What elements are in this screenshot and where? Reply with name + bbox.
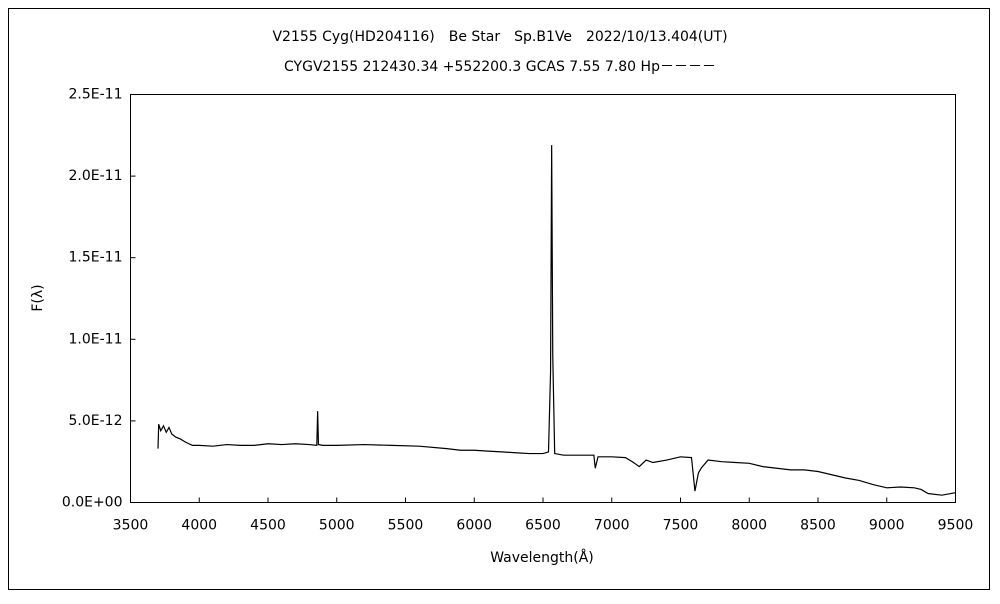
x-tick-label: 4000	[181, 518, 217, 534]
x-tick-label: 7000	[594, 518, 630, 534]
x-tick-label: 5000	[319, 518, 355, 534]
x-tick-label: 5500	[388, 518, 424, 534]
x-tick-label: 8000	[731, 518, 767, 534]
x-tick-label: 4500	[250, 518, 286, 534]
y-tick-label: 1.0E-11	[69, 331, 123, 347]
spectrum-line	[157, 145, 956, 496]
outer-frame	[8, 8, 990, 590]
x-tick-label: 3500	[113, 518, 149, 534]
plot-frame	[130, 94, 956, 503]
y-tick-label: 2.0E-11	[69, 168, 123, 184]
y-tick-label: 5.0E-12	[69, 413, 123, 429]
x-tick-label: 8500	[800, 518, 836, 534]
x-tick-label: 9000	[869, 518, 905, 534]
x-tick-label: 6500	[525, 518, 561, 534]
y-tick-label: 0.0E+00	[62, 495, 123, 511]
y-axis-label: F(λ)	[30, 284, 46, 311]
x-axis-label: Wavelength(Å)	[490, 549, 594, 566]
x-tick-label: 6000	[456, 518, 492, 534]
x-tick-label: 7500	[663, 518, 699, 534]
y-tick-label: 2.5E-11	[69, 87, 123, 103]
y-tick-label: 1.5E-11	[69, 250, 123, 266]
chart-subtitle: CYGV2155 212430.34 +552200.3 GCAS 7.55 7…	[284, 59, 716, 75]
chart-title: V2155 Cyg(HD204116) Be Star Sp.B1Ve 2022…	[272, 29, 727, 45]
x-tick-label: 9500	[938, 518, 974, 534]
